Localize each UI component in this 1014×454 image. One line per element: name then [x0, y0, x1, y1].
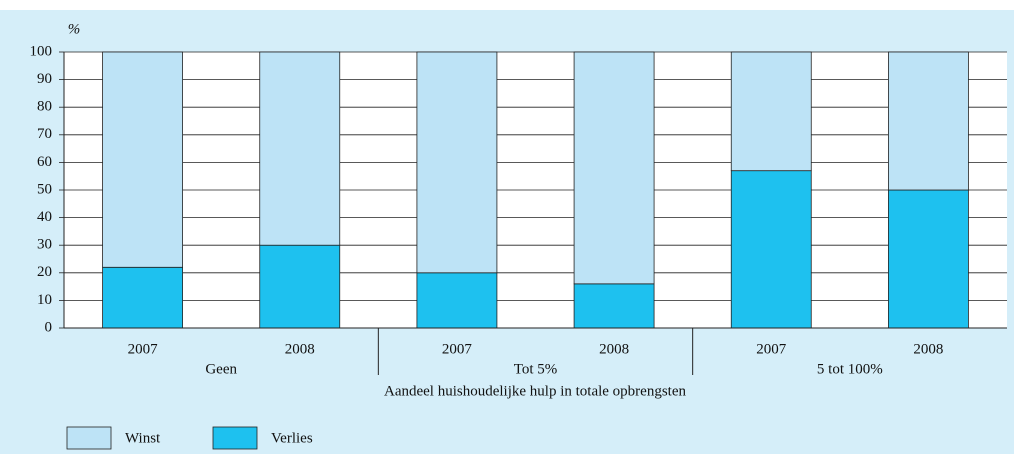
y-tick-label: 10 — [37, 292, 52, 308]
group-label: 5 tot 100% — [817, 361, 883, 377]
legend-swatch — [66, 426, 112, 450]
bar-segment — [259, 244, 341, 329]
x-tick-label: 2007 — [442, 341, 473, 357]
bar-segment — [888, 189, 969, 329]
x-tick-label: 2008 — [913, 341, 943, 357]
x-tick-label: 2008 — [285, 341, 315, 357]
bar-segment — [573, 283, 655, 329]
y-tick-label: 50 — [37, 181, 52, 197]
x-axis-label: Aandeel huishoudelijke hulp in totale op… — [384, 383, 687, 399]
bar-segment — [730, 51, 812, 172]
y-tick-label: 0 — [45, 319, 53, 335]
bar-segment — [730, 170, 812, 329]
group-label: Tot 5% — [514, 361, 558, 377]
y-tick-label: 40 — [37, 209, 52, 225]
x-tick-label: 2008 — [599, 341, 629, 357]
y-tick-label: 90 — [37, 71, 52, 87]
x-tick-label: 2007 — [756, 341, 787, 357]
bar-segment — [259, 51, 341, 246]
bar-segment — [102, 266, 183, 329]
y-tick-label: 80 — [37, 99, 52, 115]
bar-segment — [573, 51, 655, 285]
legend-label: Winst — [125, 430, 161, 446]
y-tick-label: 100 — [30, 43, 53, 59]
y-unit: % — [68, 21, 81, 37]
y-tick-label: 30 — [37, 237, 52, 253]
bar-segment — [416, 51, 498, 274]
legend-label: Verlies — [271, 430, 313, 446]
bar-segment — [102, 51, 183, 268]
y-tick-label: 20 — [37, 264, 52, 280]
group-label: Geen — [205, 361, 237, 377]
bar-segment — [888, 51, 969, 191]
bar-segment — [416, 272, 498, 329]
y-tick-label: 70 — [37, 126, 52, 142]
legend-swatch — [212, 426, 258, 450]
x-tick-label: 2007 — [128, 341, 159, 357]
y-tick-label: 60 — [37, 154, 52, 170]
